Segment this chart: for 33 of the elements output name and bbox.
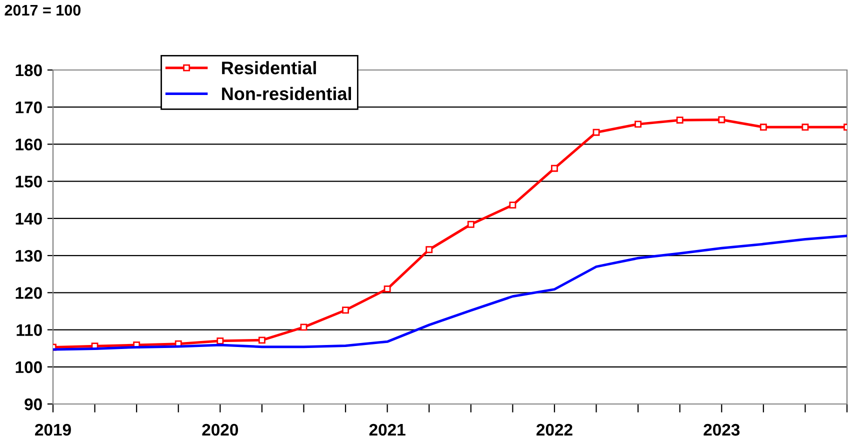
x-tick-label: 2021: [369, 424, 406, 436]
point: [216, 337, 224, 344]
point: [467, 220, 474, 228]
y-tick-label: 90: [24, 398, 42, 410]
x-tick-label: 2019: [35, 424, 71, 436]
point: [384, 285, 391, 292]
y-tick-label: 140: [16, 212, 42, 225]
x-tick-label: 2022: [536, 424, 572, 436]
legend-label: Non-residential: [222, 86, 352, 100]
point: [802, 124, 809, 131]
y-tick-label: 150: [16, 176, 42, 188]
point: [634, 120, 642, 128]
y-tick-label: 120: [16, 287, 42, 299]
point: [592, 128, 600, 136]
point: [676, 116, 684, 124]
y-tick-label: 180: [16, 64, 42, 76]
point: [760, 124, 767, 131]
y-tick-label: 130: [16, 250, 42, 262]
point: [258, 336, 266, 344]
point: [551, 164, 558, 172]
point: [718, 116, 726, 124]
y-tick-label: 170: [16, 102, 42, 114]
point: [342, 306, 349, 314]
x-tick-label: 2020: [202, 424, 238, 436]
point: [509, 202, 516, 209]
y-tick-label: 110: [16, 324, 42, 336]
point: [300, 324, 308, 331]
point: [426, 246, 433, 254]
text: 2017 = 100: [4, 4, 81, 16]
y-tick-label: 100: [16, 361, 42, 374]
x-tick-label: 2023: [704, 424, 740, 436]
y-tick-label: 160: [16, 138, 42, 150]
legend-label: Residential: [222, 61, 316, 74]
